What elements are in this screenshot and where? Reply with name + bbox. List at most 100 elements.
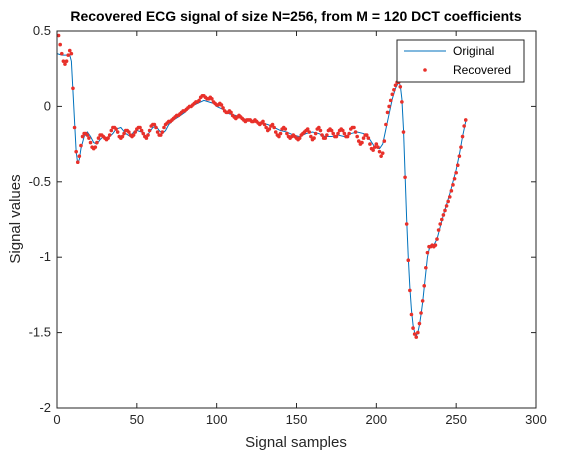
recovered-point	[449, 189, 454, 193]
legend-recovered-label: Recovered	[453, 63, 511, 77]
recovered-point	[107, 133, 112, 137]
recovered-point	[272, 125, 276, 130]
series-recovered	[56, 33, 468, 339]
recovered-point	[278, 131, 283, 136]
chart-title: Recovered ECG signal of size N=256, from…	[70, 8, 521, 24]
recovered-point	[160, 130, 165, 134]
recovered-point	[417, 321, 422, 326]
recovered-point	[374, 142, 379, 146]
recovered-point	[158, 133, 163, 137]
recovered-point	[443, 208, 447, 213]
recovered-point	[267, 127, 272, 131]
recovered-point	[93, 145, 98, 149]
recovered-point	[262, 122, 267, 127]
recovered-point	[96, 136, 101, 140]
x-tick-label: 250	[445, 412, 467, 427]
recovered-point	[352, 125, 356, 130]
recovered-point	[141, 131, 146, 136]
y-tick-label: 0	[44, 98, 51, 113]
recovered-point	[416, 330, 420, 335]
recovered-point	[67, 48, 72, 53]
recovered-point	[380, 151, 385, 155]
recovered-point	[336, 131, 340, 136]
recovered-point	[387, 104, 391, 109]
recovered-point	[79, 143, 83, 148]
recovered-point	[297, 136, 302, 140]
recovered-point	[313, 131, 318, 136]
recovered-point	[388, 98, 393, 103]
recovered-point	[285, 131, 289, 136]
recovered-point	[385, 110, 390, 115]
recovered-point	[438, 222, 443, 226]
x-tick-label: 50	[130, 412, 144, 427]
recovered-point	[323, 136, 328, 140]
legend: Original Recovered	[396, 39, 525, 83]
recovered-point	[277, 134, 281, 139]
x-tick-label: 0	[53, 412, 60, 427]
recovered-point	[219, 103, 224, 107]
recovered-point	[425, 250, 430, 255]
recovered-point	[360, 140, 364, 145]
recovered-point	[74, 149, 78, 154]
recovered-point	[120, 134, 125, 139]
recovered-point	[309, 134, 313, 139]
legend-recovered-swatch	[423, 68, 427, 72]
recovered-point	[411, 326, 415, 330]
recovered-point	[366, 136, 371, 140]
recovered-point	[61, 59, 66, 63]
recovered-point	[59, 51, 64, 56]
recovered-point	[138, 125, 142, 130]
recovered-point	[355, 134, 359, 139]
x-tick-label: 200	[365, 412, 387, 427]
y-axis-label: Signal values	[7, 174, 24, 263]
recovered-point	[400, 100, 404, 104]
recovered-point	[435, 237, 439, 241]
recovered-point	[457, 154, 462, 158]
recovered-point	[66, 53, 70, 57]
recovered-point	[371, 148, 375, 152]
recovered-point	[75, 160, 80, 164]
legend-original-label: Original	[453, 44, 494, 58]
recovered-point	[133, 130, 138, 134]
recovered-point	[414, 335, 419, 339]
recovered-point	[412, 332, 417, 336]
recovered-point	[436, 228, 441, 232]
recovered-point	[85, 133, 90, 137]
recovered-point	[95, 140, 99, 145]
y-tick-label: -0.5	[29, 174, 51, 189]
recovered-point	[221, 106, 225, 110]
recovered-point	[342, 131, 347, 136]
recovered-point	[210, 97, 214, 101]
recovered-point	[353, 130, 358, 134]
recovered-point	[69, 51, 74, 56]
x-tick-label: 300	[525, 412, 547, 427]
recovered-point	[329, 128, 334, 133]
recovered-point	[325, 133, 329, 137]
x-axis-ticks: 0 50 100 150 200 250 300	[53, 31, 547, 427]
x-tick-label: 150	[286, 412, 308, 427]
recovered-point	[377, 149, 382, 154]
recovered-point	[420, 299, 425, 303]
recovered-point	[147, 128, 152, 133]
recovered-point	[408, 288, 412, 293]
recovered-point	[401, 130, 406, 134]
recovered-point	[261, 119, 265, 124]
recovered-point	[318, 128, 323, 133]
recovered-point	[444, 204, 449, 208]
recovered-point	[455, 163, 460, 168]
recovered-point	[440, 217, 444, 222]
recovered-point	[368, 142, 372, 146]
recovered-point	[87, 136, 91, 140]
recovered-point	[320, 133, 324, 137]
x-axis-label: Signal samples	[245, 434, 347, 451]
recovered-point	[393, 83, 398, 88]
recovered-point	[406, 258, 411, 263]
recovered-point	[317, 125, 321, 130]
x-tick-label: 100	[206, 412, 228, 427]
y-tick-label: 0.5	[33, 23, 51, 38]
recovered-point	[341, 128, 345, 133]
recovered-point	[334, 134, 339, 139]
legend-box	[396, 39, 525, 83]
recovered-point	[131, 133, 136, 137]
